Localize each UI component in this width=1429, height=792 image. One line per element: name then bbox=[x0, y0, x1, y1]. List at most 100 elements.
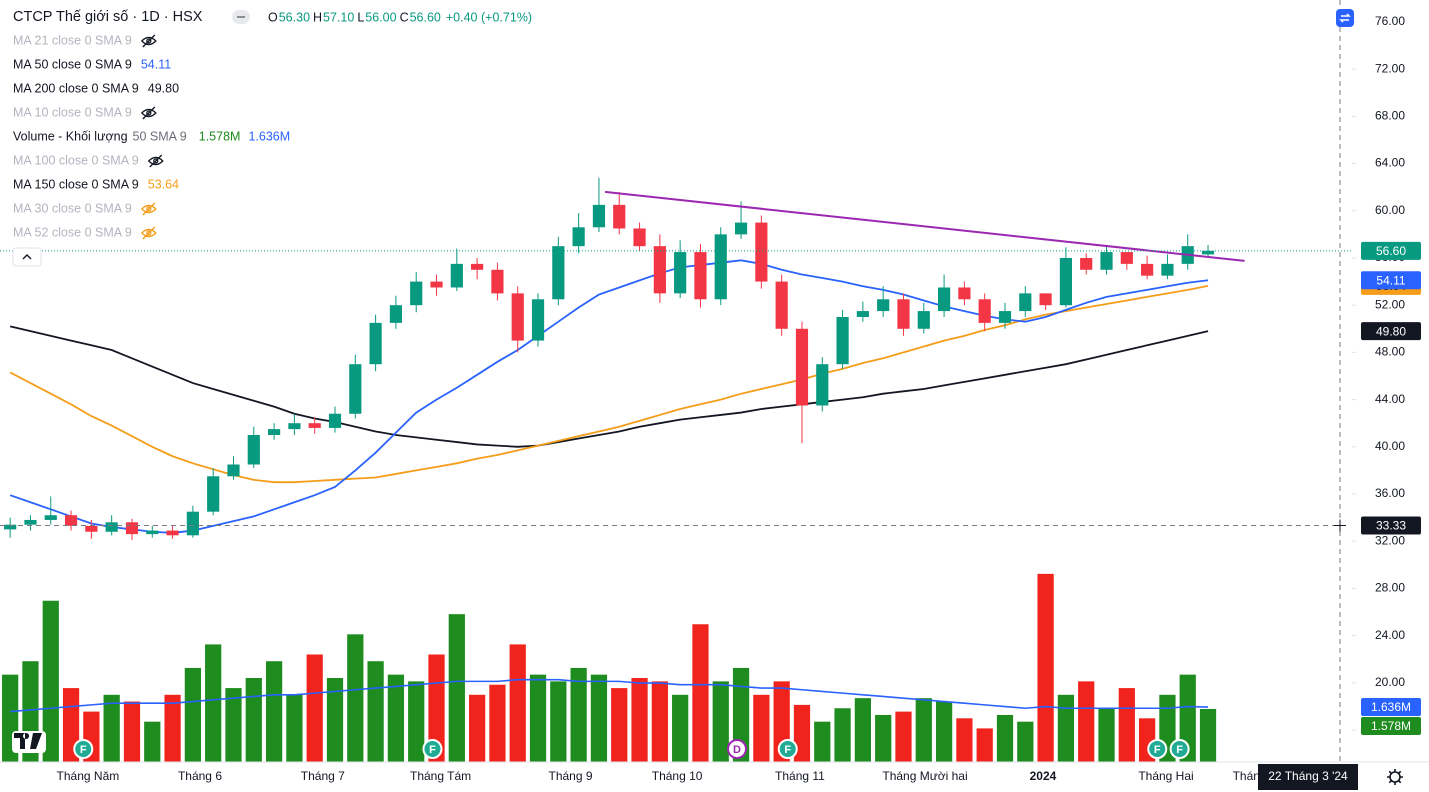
volume-bar bbox=[611, 688, 628, 762]
candle-body bbox=[1039, 293, 1052, 306]
indicator-name[interactable]: MA 52 close 0 SMA 9 bbox=[13, 225, 132, 239]
ma-line bbox=[9, 325, 1209, 448]
trendline bbox=[604, 190, 1245, 262]
candle-body bbox=[755, 222, 768, 282]
slash bbox=[142, 226, 156, 240]
volume-bar bbox=[590, 674, 608, 762]
hidden-icon[interactable] bbox=[140, 34, 157, 48]
volume-bar bbox=[448, 614, 465, 762]
crosshair-cursor bbox=[1334, 519, 1346, 532]
indicator-name[interactable]: MA 30 close 0 SMA 9 bbox=[13, 201, 132, 215]
volume-bar bbox=[184, 667, 201, 762]
ohlc-value: 56.60 bbox=[410, 10, 441, 24]
indicator-name[interactable]: MA 21 close 0 SMA 9 bbox=[13, 33, 132, 47]
volume-bar bbox=[692, 624, 709, 762]
event-marker[interactable] bbox=[777, 739, 798, 759]
volume-bar bbox=[814, 721, 831, 762]
x-tick-label: Tháng 6 bbox=[178, 769, 222, 783]
volume-bar bbox=[875, 714, 892, 762]
volume-bar bbox=[996, 714, 1014, 762]
x-tick-label: Tháng Năm bbox=[57, 769, 120, 783]
candle-body bbox=[653, 246, 666, 294]
x-tick-label: Thán bbox=[1233, 769, 1260, 783]
candle-body bbox=[85, 525, 98, 532]
ma-tag-box bbox=[1361, 271, 1421, 290]
volume-bar bbox=[509, 644, 526, 762]
ma-tag: 49.80 bbox=[1376, 324, 1406, 338]
volume-bar bbox=[1199, 708, 1217, 762]
ma-tag-box bbox=[1361, 322, 1421, 341]
hidden-icon[interactable] bbox=[140, 226, 157, 240]
event-marker[interactable] bbox=[1147, 739, 1168, 759]
candle-body bbox=[998, 311, 1012, 323]
settings-button[interactable] bbox=[1387, 769, 1403, 785]
pupil bbox=[146, 110, 152, 116]
event-marker[interactable] bbox=[727, 739, 747, 759]
candle-body bbox=[938, 287, 951, 312]
indicator-value: 1.636M bbox=[248, 129, 290, 143]
candle-body bbox=[511, 293, 524, 341]
toolbar-button[interactable] bbox=[1336, 9, 1354, 27]
button-icon bbox=[1339, 13, 1351, 23]
event-marker[interactable] bbox=[422, 739, 443, 759]
volume-bar bbox=[732, 667, 750, 762]
event-marker[interactable] bbox=[73, 739, 94, 759]
volume-bar bbox=[245, 678, 262, 762]
y-tick-label: 48.00 bbox=[1375, 345, 1405, 359]
candle-body bbox=[816, 364, 829, 406]
hidden-icon[interactable] bbox=[147, 154, 164, 168]
candle-body bbox=[1059, 257, 1072, 306]
event-marker[interactable] bbox=[1169, 739, 1190, 759]
candle-body bbox=[349, 364, 362, 414]
volume-pane bbox=[2, 573, 1217, 762]
ohlc-value: 56.30 bbox=[279, 10, 310, 24]
candle-body bbox=[1100, 252, 1113, 270]
indicator-name[interactable]: MA 10 close 0 SMA 9 bbox=[13, 105, 132, 119]
y-tick-label: 20.00 bbox=[1375, 675, 1405, 689]
indicator-name[interactable]: MA 100 close 0 SMA 9 bbox=[13, 153, 139, 167]
hidden-icon[interactable] bbox=[140, 202, 157, 216]
hidden-icon[interactable] bbox=[140, 106, 157, 120]
indicator-name[interactable]: MA 150 close 0 SMA 9 bbox=[13, 177, 139, 191]
volume-bar bbox=[144, 721, 161, 762]
indicator-params: 50 SMA 9 bbox=[133, 129, 187, 143]
candle-body bbox=[491, 269, 504, 294]
event-label: D bbox=[733, 744, 741, 756]
slash bbox=[142, 34, 156, 48]
candle-body bbox=[389, 305, 402, 323]
indicator-value: 1.578M bbox=[199, 129, 241, 143]
crosshair-price-box bbox=[1361, 516, 1421, 535]
candle-body bbox=[694, 252, 707, 300]
volume-bar bbox=[834, 708, 851, 762]
candle-body bbox=[856, 311, 869, 317]
candle-body bbox=[633, 228, 646, 247]
y-tick-label: 68.00 bbox=[1375, 109, 1405, 123]
indicator-name[interactable]: MA 200 close 0 SMA 9 bbox=[13, 81, 139, 95]
legend-toggle[interactable] bbox=[12, 247, 42, 267]
event-label: F bbox=[784, 744, 791, 756]
volume-bar bbox=[225, 688, 242, 762]
y-tick-label: 76.00 bbox=[1375, 14, 1405, 28]
indicator-name[interactable]: Volume - Khối lượng bbox=[13, 129, 128, 143]
candle-body bbox=[1201, 250, 1215, 255]
volume-bar bbox=[428, 654, 445, 762]
candle-body bbox=[1080, 257, 1093, 270]
ohlc-key: L bbox=[357, 10, 364, 24]
candle-body bbox=[897, 299, 910, 329]
change: +0.40 (+0.71%) bbox=[446, 10, 532, 24]
x-tick-label: Tháng Mười hai bbox=[882, 769, 967, 783]
candle-body bbox=[978, 299, 991, 323]
volume-bar bbox=[205, 644, 222, 762]
ohlc-key: O bbox=[268, 10, 278, 24]
indicator-name[interactable]: MA 50 close 0 SMA 9 bbox=[13, 57, 132, 71]
ma-line bbox=[9, 284, 1209, 484]
legend-toggle-arrow bbox=[22, 254, 32, 260]
pupil bbox=[146, 38, 152, 44]
candle-body bbox=[775, 281, 788, 329]
x-tick-label: Tháng 7 bbox=[301, 769, 345, 783]
symbol-title: CTCP Thế giới số · 1D · HSX bbox=[13, 9, 203, 25]
volume-bar bbox=[326, 678, 344, 762]
volume-bar bbox=[469, 694, 486, 762]
volume-tag-box bbox=[1361, 716, 1421, 735]
volume-bar bbox=[367, 661, 384, 762]
